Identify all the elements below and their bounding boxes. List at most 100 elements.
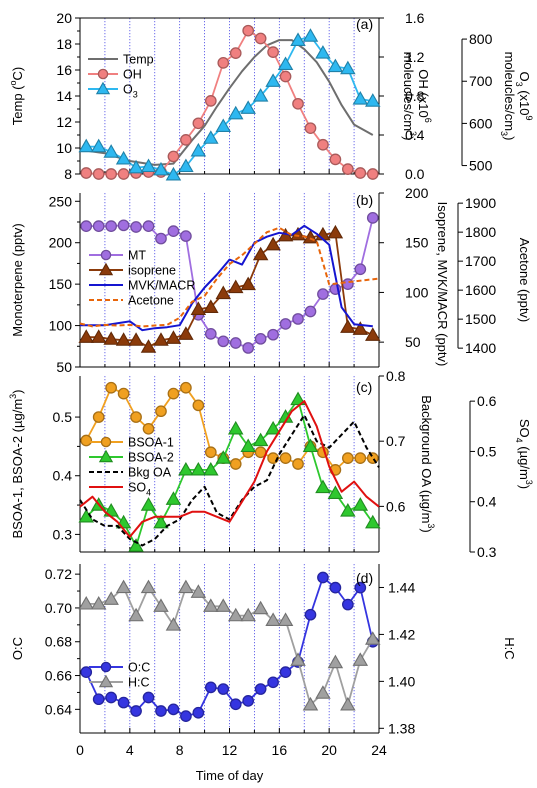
y-tick-label-right1: 200: [405, 185, 429, 201]
y-axis-title-right1: Background OA (µg/m3): [419, 395, 436, 533]
data-point: [142, 691, 155, 704]
data-point: [204, 95, 217, 107]
data-point: [340, 60, 356, 75]
data-point: [265, 420, 281, 435]
y-tick-label-right2: 1700: [465, 253, 496, 269]
y-tick-label-right2: 1800: [465, 224, 496, 240]
data-point: [92, 220, 105, 232]
data-point: [352, 652, 369, 666]
data-point: [204, 681, 217, 694]
data-point: [203, 299, 219, 313]
y-tick-label-right1: 1.42: [388, 626, 415, 642]
y-axis-title-left-part: Temp (: [10, 85, 25, 125]
legend-label: O3: [123, 83, 138, 100]
y-tick-label-left: 12: [56, 114, 72, 130]
data-point: [142, 220, 155, 232]
data-point: [167, 703, 180, 716]
data-point: [265, 73, 281, 87]
series-mt: [80, 212, 379, 354]
y-axis-title-o3-line2-part: moleucles/cm: [502, 52, 517, 131]
data-point: [105, 168, 117, 180]
y-axis-title-left-part: C): [10, 67, 25, 81]
y-tick-label-left: 0.66: [45, 668, 72, 684]
data-point: [140, 579, 157, 594]
data-point: [115, 150, 132, 165]
legend-label: MVK/MACR: [128, 279, 195, 293]
y-tick-label-right2: 600: [469, 115, 493, 131]
data-point: [117, 168, 130, 180]
y-axis-title-oh-line2-part: 3: [408, 131, 418, 136]
y-axis-title-left-part: BSOA-1, BSOA-2 (µg/m: [10, 399, 25, 539]
data-point: [340, 503, 356, 517]
y-tick-label-right2: 0.6: [477, 393, 497, 409]
series-temp: [86, 39, 374, 166]
data-point: [354, 452, 367, 464]
series-o-c: [80, 571, 379, 722]
data-point: [80, 167, 93, 179]
data-point: [290, 391, 306, 406]
data-point: [155, 232, 167, 245]
data-point: [190, 142, 207, 157]
data-point: [240, 438, 256, 453]
data-point: [165, 330, 182, 344]
series-o3: [78, 28, 381, 181]
y-axis-title-right1-part: H:C: [502, 637, 517, 659]
data-point: [105, 220, 117, 232]
data-point: [117, 696, 130, 709]
y-tick-label-left: 250: [49, 193, 73, 209]
data-point: [229, 458, 242, 470]
data-point: [366, 212, 379, 224]
y-axis-title-right2-part: SO: [517, 419, 532, 438]
data-point: [167, 387, 180, 400]
y-tick-label-right1: 0.7: [386, 433, 406, 449]
data-point: [302, 438, 319, 453]
data-point: [165, 491, 182, 505]
data-point: [227, 420, 244, 435]
y-tick-label-left: 50: [56, 359, 72, 375]
legend-marker: [100, 661, 112, 673]
data-point: [78, 329, 94, 343]
legend-marker: [97, 68, 109, 80]
data-point: [140, 497, 157, 511]
data-point: [267, 328, 279, 341]
y-axis-title-right1-part: Isoprene, MVK/MACR (pptv): [435, 202, 450, 367]
series-line: [80, 224, 373, 332]
data-point: [203, 130, 219, 144]
legend-label: BSOA-1: [128, 436, 174, 450]
series-h-c: [78, 579, 381, 711]
data-point: [204, 446, 217, 459]
data-point: [265, 612, 281, 626]
data-point: [217, 683, 230, 695]
data-point: [192, 399, 205, 412]
y-tick-label-left: 0.5: [53, 409, 73, 425]
data-point: [366, 168, 379, 180]
panel-c: 0.30.40.50.60.70.80.30.40.50.6BSOA-1BSOA…: [8, 368, 534, 560]
x-tick-label: 0: [76, 742, 84, 758]
series-mvk-macr: [80, 224, 373, 332]
data-point: [180, 710, 192, 722]
data-point: [190, 301, 207, 315]
data-point: [352, 91, 369, 105]
data-point: [365, 327, 381, 341]
data-point: [128, 538, 144, 552]
data-point: [155, 405, 167, 418]
data-point: [117, 387, 130, 400]
legend-label: H:C: [128, 676, 150, 690]
data-point: [167, 150, 180, 163]
y-axis-title-o3-line2-part: ): [502, 136, 517, 140]
data-point: [165, 617, 182, 631]
data-point: [203, 598, 219, 612]
y-tick-label-left: 0.3: [53, 526, 73, 542]
data-point: [103, 591, 119, 605]
data-point: [227, 105, 244, 120]
y-axis-title-o3-line1: O3 (x109: [514, 71, 534, 120]
y-tick-label-right2: 700: [469, 73, 493, 89]
data-point: [190, 461, 207, 476]
data-point: [254, 683, 267, 695]
data-point: [190, 584, 207, 598]
y-axis-title-o3-line2-part: 3: [499, 131, 509, 136]
legend-label-part: MT: [128, 249, 146, 263]
y-axis-title-right2-part: ): [517, 485, 532, 489]
data-point: [317, 288, 329, 300]
